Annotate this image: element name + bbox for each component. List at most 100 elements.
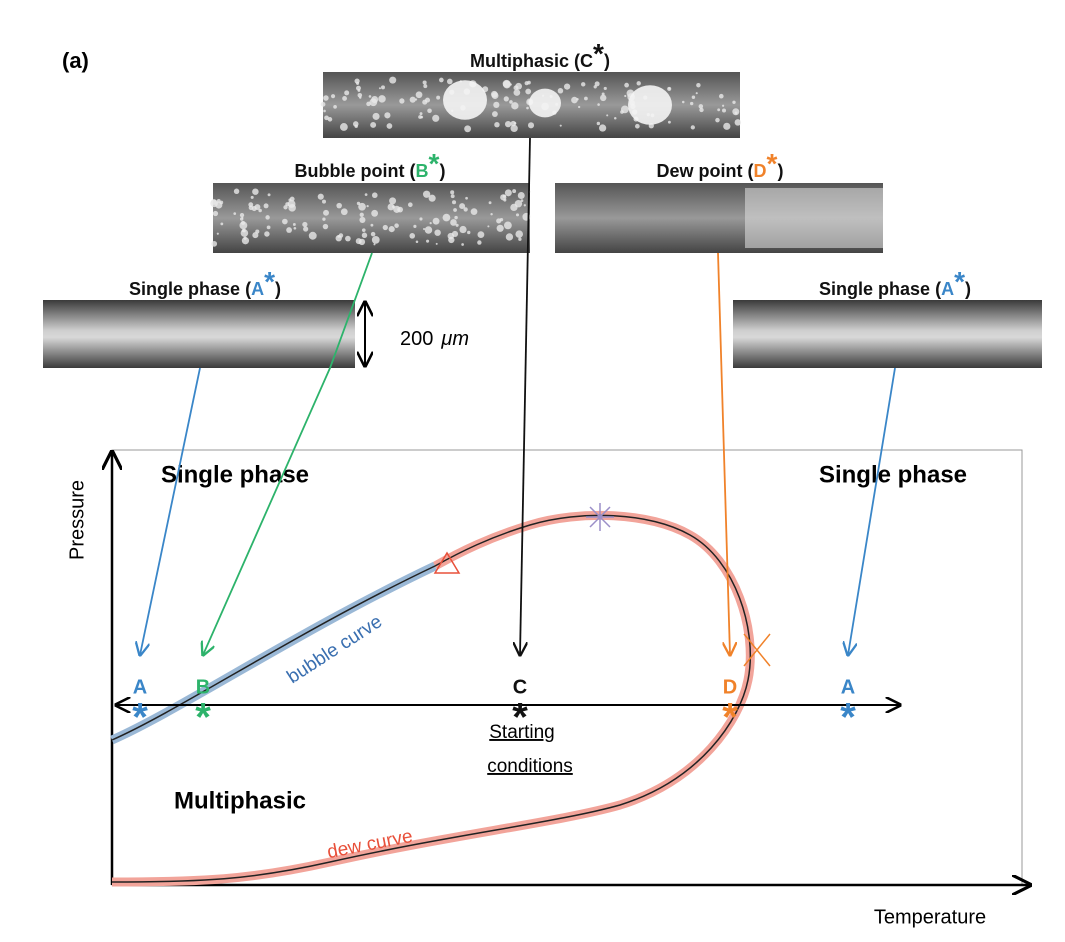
- bubble-speck: [525, 88, 532, 95]
- bubble-speck: [451, 200, 457, 205]
- bubble-speck: [496, 224, 504, 232]
- bubble-speck: [689, 101, 694, 106]
- bubble-speck: [571, 96, 578, 104]
- bubble-speck: [285, 202, 290, 207]
- bubble-speck: [356, 201, 361, 206]
- image-title-star: *: [767, 148, 778, 179]
- bubble-speck: [338, 233, 344, 238]
- bubble-speck: [432, 114, 440, 122]
- bubble-speck: [690, 125, 695, 130]
- bubble-speck: [378, 87, 381, 90]
- bubble-speck: [426, 239, 430, 243]
- bubble-speck: [517, 192, 525, 199]
- bubble-speck: [240, 229, 249, 237]
- image-title-prefix: Bubble point (: [295, 161, 416, 181]
- bubble-speck: [494, 122, 500, 128]
- bubble-speck: [696, 83, 701, 88]
- point-letter: B: [196, 676, 210, 698]
- micrograph: [733, 300, 1042, 368]
- dew-front: [745, 188, 883, 248]
- bubble-speck: [293, 226, 297, 230]
- bubble-speck: [289, 196, 295, 202]
- droplet: [443, 80, 487, 120]
- bubble-speck: [435, 242, 438, 245]
- start-note: Starting: [489, 722, 554, 743]
- point-star: *: [722, 696, 738, 740]
- bubble-speck: [389, 76, 397, 84]
- bubble-speck: [357, 89, 361, 92]
- bubble-speck: [241, 237, 250, 245]
- bubble-speck: [513, 85, 519, 91]
- bubble-speck: [371, 235, 380, 244]
- bubble-speck: [322, 217, 326, 221]
- bubble-speck: [453, 208, 457, 212]
- bubble-speck: [359, 216, 366, 223]
- bubble-speck: [370, 223, 374, 227]
- bubble-speck: [366, 101, 371, 107]
- image-title-letter: B: [416, 161, 429, 181]
- bubble-speck: [320, 101, 326, 107]
- bubble-speck: [393, 205, 401, 213]
- connector-arrow: [717, 252, 730, 655]
- bubble-speck: [496, 218, 502, 224]
- bubble-speck: [419, 217, 423, 221]
- region-label: Single phase: [819, 461, 967, 488]
- bubble-speck: [324, 115, 329, 121]
- bubble-speck: [322, 199, 327, 204]
- bubble-speck: [491, 111, 498, 117]
- bubble-speck: [513, 89, 521, 96]
- bubble-speck: [345, 235, 351, 242]
- bubble-speck: [732, 100, 736, 104]
- bubble-speck: [511, 102, 519, 110]
- bubble-speck: [382, 224, 388, 231]
- bubble-speck: [636, 81, 641, 86]
- bubble-speck: [254, 204, 261, 210]
- image-title: Bubble point (B*): [295, 148, 446, 180]
- bubble-speck: [715, 117, 720, 123]
- connector-arrow: [140, 367, 201, 655]
- bubble-speck: [342, 96, 347, 101]
- bubble-speck: [518, 237, 522, 241]
- bubble-speck: [624, 82, 629, 88]
- bubble-speck: [691, 95, 696, 99]
- image-title-suffix: ): [275, 279, 281, 299]
- bubble-speck: [368, 95, 372, 98]
- image-title-suffix: ): [965, 279, 971, 299]
- image-title-suffix: ): [604, 51, 610, 71]
- bubble-speck: [327, 117, 333, 122]
- bubble-speck: [614, 117, 617, 120]
- bubble-speck: [448, 236, 455, 244]
- micrograph: [43, 300, 355, 368]
- panel-label: (a): [62, 48, 89, 73]
- connector-arrow: [203, 252, 373, 655]
- connector-arrow: [848, 367, 896, 655]
- image-title: Dew point (D*): [657, 148, 784, 180]
- bubble-speck: [323, 109, 326, 113]
- bubble-speck: [394, 223, 399, 228]
- bubble-speck: [515, 213, 520, 217]
- bubble-speck: [503, 96, 509, 102]
- bubble-speck: [361, 232, 368, 238]
- bubble-speck: [509, 100, 513, 104]
- bubble-speck: [252, 232, 259, 239]
- image-title-letter: A: [941, 279, 954, 299]
- bubble-speck: [470, 208, 478, 216]
- critical-marker: [586, 503, 614, 531]
- bubble-speck: [698, 104, 704, 109]
- bubble-speck: [422, 80, 427, 85]
- bubble-speck: [340, 208, 348, 216]
- bubble-speck: [250, 195, 254, 199]
- phase-envelope: [111, 514, 752, 883]
- bubble-speck: [577, 105, 581, 109]
- bubble-speck: [504, 120, 512, 128]
- bubble-speck: [695, 92, 698, 95]
- bubble-speck: [418, 115, 423, 119]
- micrograph: [213, 183, 530, 253]
- bubble-speck: [491, 92, 499, 100]
- bubble-speck: [288, 204, 296, 212]
- image-title-letter: C: [580, 51, 593, 71]
- point-star: *: [132, 696, 148, 740]
- bubble-speck: [427, 108, 432, 114]
- image-title-star: *: [264, 266, 275, 297]
- bubble-speck: [292, 223, 296, 226]
